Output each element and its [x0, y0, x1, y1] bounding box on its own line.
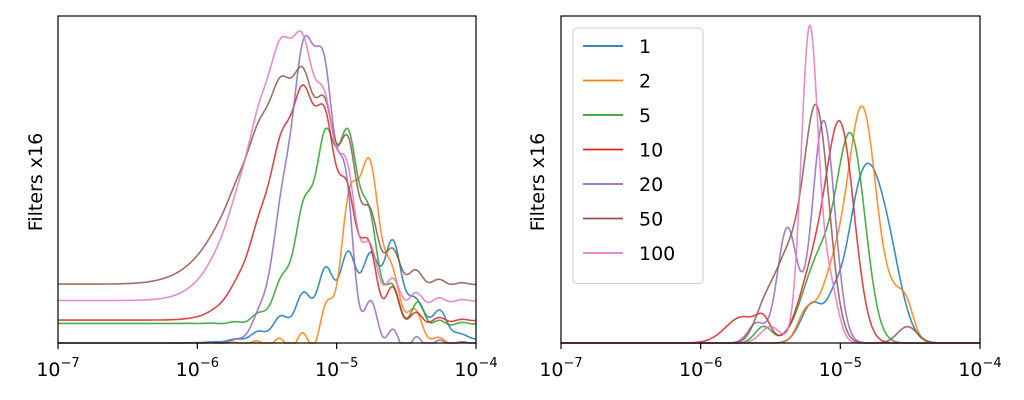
legend-label-1: 1	[639, 36, 651, 58]
left-series-line-s2	[58, 156, 476, 344]
left-series-line-s7	[58, 30, 476, 304]
left-series-lines	[58, 30, 477, 344]
left-x-ticks: 10−7 10−6 10−5 10−4	[36, 343, 498, 381]
left-series-line-s1	[58, 238, 477, 344]
legend-label-2: 2	[639, 71, 651, 93]
left-x-tick-label: 10−5	[315, 356, 358, 381]
right-x-tick-label: 10−5	[819, 356, 862, 381]
right-x-tick-label: 10−6	[679, 356, 722, 381]
right-x-ticks: 10−7 10−6 10−5 10−4	[539, 343, 1002, 381]
legend-label-50: 50	[639, 209, 663, 231]
left-y-axis-label: Filters x16	[25, 133, 47, 231]
legend-label-10: 10	[639, 140, 663, 162]
right-axes-frame	[560, 15, 981, 344]
left-series-line-s6	[58, 65, 477, 286]
right-y-axis-label: Filters x16	[527, 133, 549, 231]
legend-label-100: 100	[639, 243, 675, 265]
right-x-tick-label: 10−4	[958, 356, 1001, 381]
left-series-line-s3	[58, 127, 477, 326]
legend-label-5: 5	[639, 105, 651, 127]
left-x-tick-label: 10−4	[454, 356, 497, 381]
left-plot: Filters x16 10−7 10−6 10−5 10−4	[25, 15, 498, 381]
left-x-tick-label: 10−6	[176, 356, 219, 381]
legend-label-20: 20	[639, 174, 663, 196]
left-series-line-s4	[58, 84, 477, 323]
legend-box	[572, 27, 704, 284]
right-plot: Filters x16 10−7 10−6 10−5 10−4 1 2 5 10 20 50 10…	[527, 15, 1002, 381]
right-x-tick-label: 10−7	[539, 356, 582, 381]
legend: 1 2 5 10 20 50 100	[572, 27, 704, 284]
left-x-tick-label: 10−7	[36, 356, 79, 381]
left-axes-frame	[57, 15, 477, 344]
